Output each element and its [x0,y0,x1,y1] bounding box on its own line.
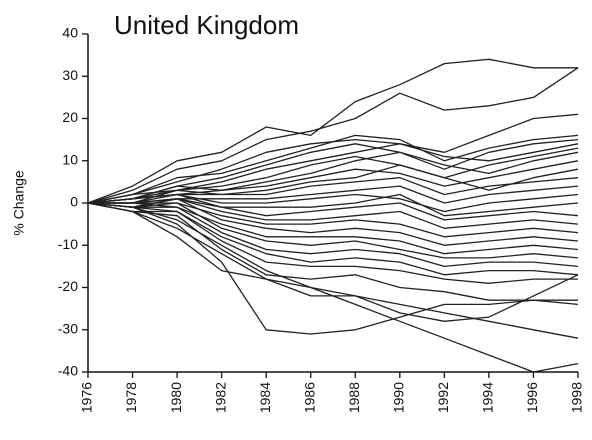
series-line [87,151,579,204]
series-line [87,202,579,276]
x-tick-label: 1988 [346,382,362,413]
series-line [87,202,578,284]
x-tick-label: 1980 [168,382,184,413]
x-tick-label: 1992 [435,382,451,413]
y-tick-label: 30 [62,67,78,83]
series-line [88,202,579,255]
series-line [88,193,579,221]
series-line [87,202,579,373]
series-line [87,202,578,301]
x-tick-label: 1982 [212,382,228,413]
series-line [87,143,579,204]
y-tick-label: 40 [62,25,78,41]
series-line [87,202,579,259]
y-axis-label: % Change [11,170,27,236]
series-line [87,58,578,204]
x-tick-label: 1998 [569,382,585,413]
series-line [87,202,579,268]
x-tick-label: 1990 [391,382,407,413]
y-tick-label: -20 [58,278,78,294]
x-tick-label: 1984 [257,382,273,413]
series-line [87,67,579,204]
x-tick-label: 1978 [123,382,139,413]
series-line [87,198,579,246]
y-tick-label: -40 [58,363,78,379]
series-line [87,193,579,213]
series-line [88,164,579,204]
x-tick-label: 1986 [301,382,317,413]
series-line [87,147,579,204]
series-line [88,202,579,238]
x-tick-label: 1976 [79,382,95,413]
y-tick-label: 0 [70,194,78,210]
series-line [87,134,579,204]
series-line [87,202,579,322]
series-line [88,193,579,217]
x-tick-label: 1994 [480,382,496,413]
y-tick-label: -10 [58,236,78,252]
series-line [87,202,579,335]
x-tick-label: 1996 [524,382,540,413]
y-tick-label: 10 [62,151,78,167]
series-line [87,113,579,204]
chart-title: United Kingdom [114,10,299,40]
y-tick-label: -30 [58,320,78,336]
y-tick-label: 20 [62,109,78,125]
